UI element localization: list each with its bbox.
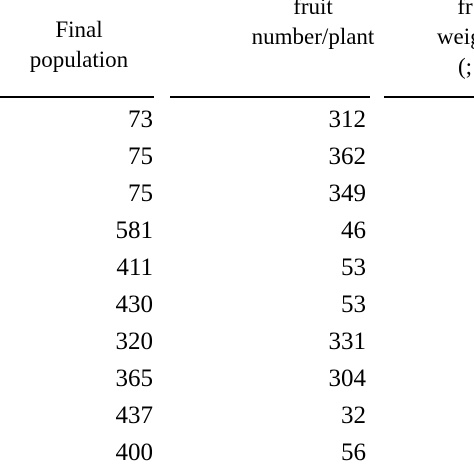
header-final-population-line-2: population [29, 47, 129, 72]
fruit-number-cell: 46 [341, 217, 366, 244]
header-rule-final-population [0, 96, 154, 98]
final-population-cell: 400 [115, 439, 154, 466]
fruit-number-cell: 362 [328, 143, 367, 170]
fruit-number-cell: 304 [328, 365, 367, 392]
final-population-cell: 411 [116, 254, 153, 281]
header-rule-fruit-number [170, 96, 370, 98]
table-row: 437 32 [0, 397, 474, 434]
fruit-number-cell: 32 [341, 402, 366, 429]
header-fruit-number-line-2: number/plant [251, 24, 375, 49]
fruit-number-cell: 53 [341, 291, 366, 318]
header-fruit-weight: fr weigh (; [395, 0, 474, 82]
final-population-cell: 437 [115, 402, 154, 429]
header-fruit-weight-line-3: (; [457, 54, 473, 79]
header-fruit-number-line-1: fruit [293, 0, 333, 19]
table-row: 581 46 [0, 212, 474, 249]
final-population-cell: 73 [128, 106, 153, 133]
fruit-number-cell: 312 [328, 106, 367, 133]
table-row: 411 53 [0, 249, 474, 286]
fruit-number-cell: 349 [328, 180, 367, 207]
table-body: 73 312 75 362 75 349 581 46 411 53 430 5… [0, 101, 474, 471]
header-rule-fruit-weight [384, 96, 474, 98]
final-population-cell: 365 [115, 365, 154, 392]
table-row: 320 331 [0, 323, 474, 360]
header-fruit-weight-line-2: weigh [436, 24, 474, 49]
table-row: 75 349 [0, 175, 474, 212]
final-population-cell: 75 [128, 180, 153, 207]
fruit-number-cell: 56 [341, 439, 366, 466]
final-population-cell: 581 [115, 217, 154, 244]
table-row: 75 362 [0, 138, 474, 175]
final-population-cell: 75 [128, 143, 153, 170]
table-row: 73 312 [0, 101, 474, 138]
header-final-population: Final population [2, 15, 156, 75]
fruit-number-cell: 331 [328, 328, 367, 355]
final-population-cell: 320 [115, 328, 154, 355]
final-population-cell: 430 [115, 291, 154, 318]
table-row: 365 304 [0, 360, 474, 397]
header-fruit-number: fruit number/plant [218, 0, 408, 52]
table-row: 430 53 [0, 286, 474, 323]
header-fruit-weight-line-1: fr [457, 0, 473, 19]
fruit-number-cell: 53 [341, 254, 366, 281]
table-row: 400 56 [0, 434, 474, 471]
header-final-population-line-1: Final [55, 17, 103, 42]
